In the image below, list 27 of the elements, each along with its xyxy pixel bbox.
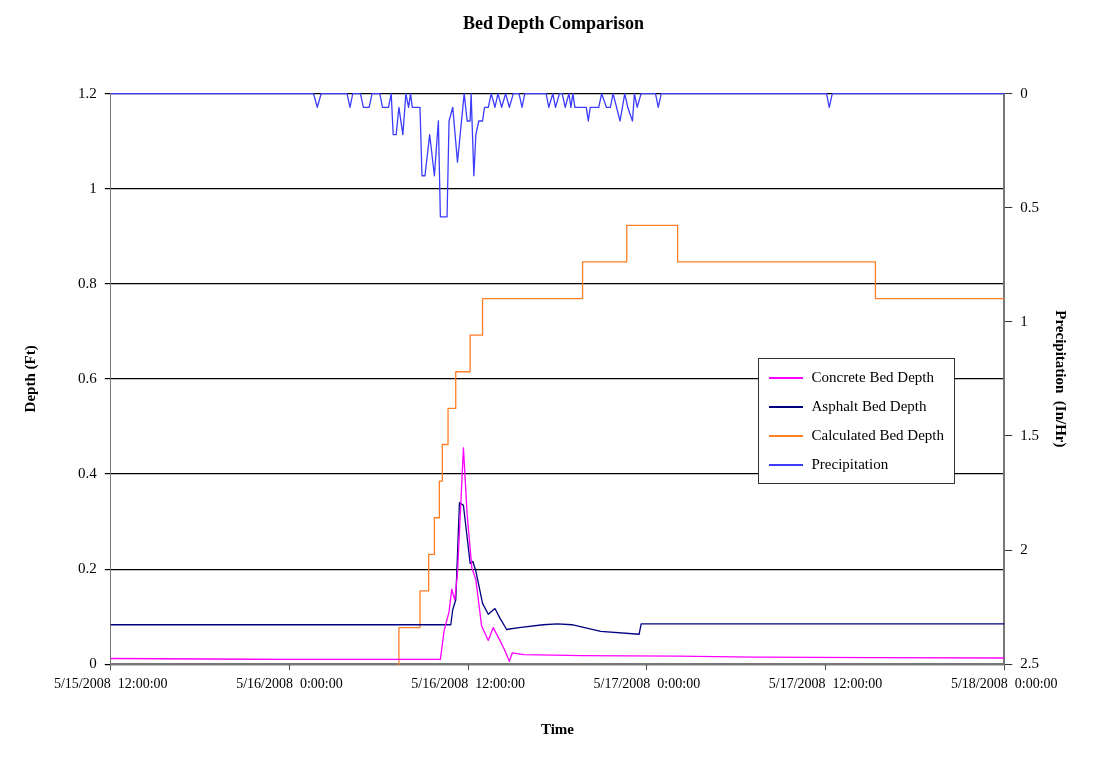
- y2-tick-label: 2.5: [1020, 655, 1039, 672]
- y-tick-label: 0.4: [78, 464, 98, 481]
- x-tick-label: 5/18/2008 0:00:00: [950, 676, 1058, 692]
- y2-tick-label: 0: [1020, 84, 1028, 101]
- x-axis-title: Time: [540, 720, 575, 737]
- legend-label: Precipitation: [811, 456, 889, 473]
- y-tick-label: 0: [89, 655, 97, 672]
- y2-axis-title: Precipitation (In/Hr): [1052, 310, 1070, 448]
- y-tick-label: 1: [89, 179, 97, 196]
- y-tick-label: 0.8: [78, 274, 97, 291]
- chart-title: Bed Depth Comparison: [462, 13, 645, 34]
- legend-label: Concrete Bed Depth: [811, 369, 934, 386]
- y2-tick-label: 2: [1020, 541, 1028, 558]
- y2-tick-label: 0.5: [1020, 198, 1039, 215]
- y-tick-label: 1.2: [78, 84, 97, 101]
- y-axis-title: Depth (Ft): [21, 345, 39, 413]
- y2-tick-label: 1: [1020, 312, 1028, 329]
- legend-label: Calculated Bed Depth: [811, 427, 944, 444]
- y-tick-label: 0.2: [78, 560, 97, 577]
- legend-label: Asphalt Bed Depth: [811, 398, 927, 415]
- x-tick-label: 5/15/2008 12:00:00: [53, 676, 168, 692]
- x-tick-label: 5/17/2008 12:00:00: [768, 676, 883, 692]
- x-tick-label: 5/16/2008 12:00:00: [411, 676, 525, 692]
- x-tick-label: 5/17/2008 0:00:00: [593, 676, 701, 692]
- y2-tick-label: 1.5: [1020, 426, 1039, 443]
- y-tick-label: 0.6: [78, 369, 98, 386]
- x-tick-label: 5/16/2008 0:00:00: [236, 676, 343, 692]
